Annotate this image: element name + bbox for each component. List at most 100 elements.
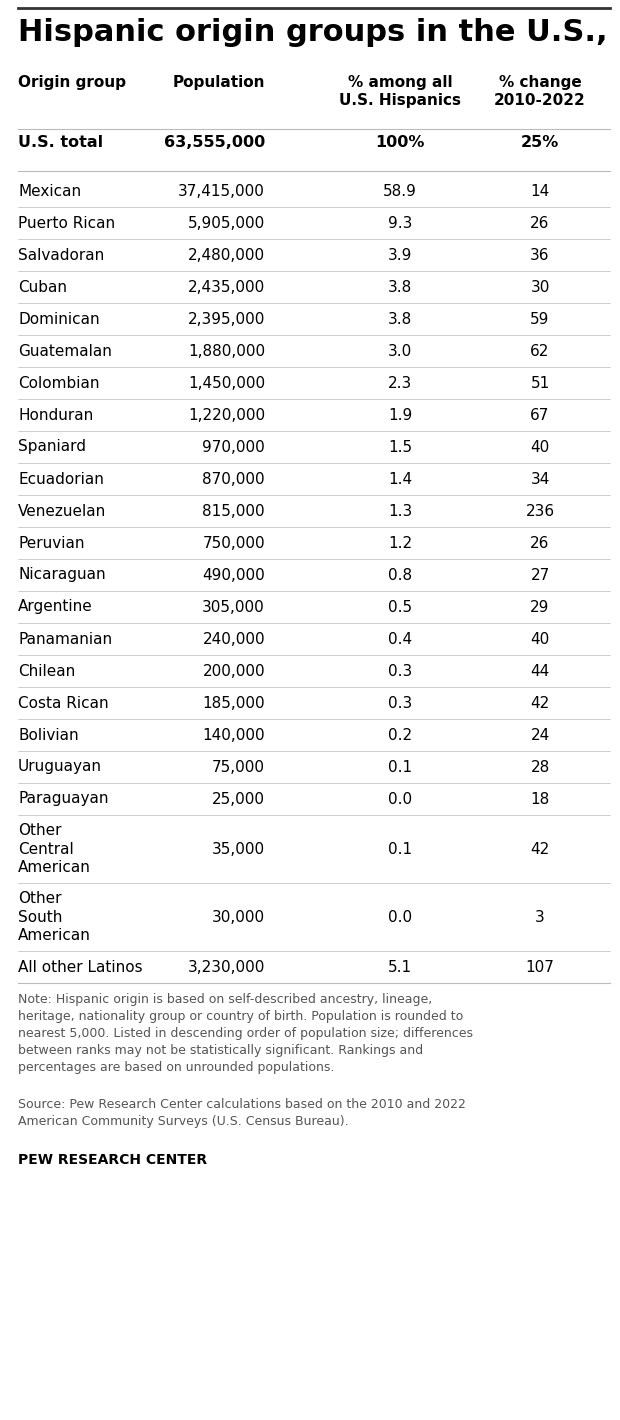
Text: Paraguayan: Paraguayan [18,791,108,807]
Text: 1.3: 1.3 [388,504,412,518]
Text: Peruvian: Peruvian [18,535,84,551]
Text: 1.9: 1.9 [388,408,412,423]
Text: 28: 28 [530,760,549,774]
Text: 0.4: 0.4 [388,632,412,646]
Text: 107: 107 [526,960,554,974]
Text: 58.9: 58.9 [383,183,417,199]
Text: Uruguayan: Uruguayan [18,760,102,774]
Text: 970,000: 970,000 [202,440,265,454]
Text: Honduran: Honduran [18,408,93,423]
Text: 3.8: 3.8 [388,311,412,327]
Text: 42: 42 [530,842,549,856]
Text: 305,000: 305,000 [202,599,265,615]
Text: 30: 30 [530,280,550,294]
Text: 59: 59 [530,311,550,327]
Text: Argentine: Argentine [18,599,93,615]
Text: Population: Population [172,75,265,89]
Text: Mexican: Mexican [18,183,81,199]
Text: Panamanian: Panamanian [18,632,112,646]
Text: 35,000: 35,000 [212,842,265,856]
Text: 24: 24 [530,727,549,743]
Text: Bolivian: Bolivian [18,727,79,743]
Text: 44: 44 [530,663,549,679]
Text: 185,000: 185,000 [202,696,265,710]
Text: 3,230,000: 3,230,000 [188,960,265,974]
Text: 0.1: 0.1 [388,842,412,856]
Text: 1.4: 1.4 [388,471,412,487]
Text: Other
South
American: Other South American [18,890,91,943]
Text: 0.1: 0.1 [388,760,412,774]
Text: Cuban: Cuban [18,280,67,294]
Text: All other Latinos: All other Latinos [18,960,143,974]
Text: 240,000: 240,000 [202,632,265,646]
Text: 0.5: 0.5 [388,599,412,615]
Text: 34: 34 [530,471,550,487]
Text: 3.8: 3.8 [388,280,412,294]
Text: Guatemalan: Guatemalan [18,344,112,358]
Text: 0.8: 0.8 [388,568,412,582]
Text: Nicaraguan: Nicaraguan [18,568,105,582]
Text: 67: 67 [530,408,550,423]
Text: Ecuadorian: Ecuadorian [18,471,104,487]
Text: 140,000: 140,000 [202,727,265,743]
Text: 0.0: 0.0 [388,909,412,924]
Text: 0.0: 0.0 [388,791,412,807]
Text: 25%: 25% [521,135,559,151]
Text: 1,880,000: 1,880,000 [188,344,265,358]
Text: 1,220,000: 1,220,000 [188,408,265,423]
Text: 0.3: 0.3 [388,696,412,710]
Text: Salvadoran: Salvadoran [18,247,104,263]
Text: U.S. total: U.S. total [18,135,103,151]
Text: 870,000: 870,000 [202,471,265,487]
Text: 42: 42 [530,696,549,710]
Text: 9.3: 9.3 [388,216,412,230]
Text: 27: 27 [530,568,549,582]
Text: 51: 51 [530,375,549,390]
Text: 40: 40 [530,440,549,454]
Text: 18: 18 [530,791,549,807]
Text: Costa Rican: Costa Rican [18,696,108,710]
Text: 26: 26 [530,216,550,230]
Text: 62: 62 [530,344,550,358]
Text: 63,555,000: 63,555,000 [164,135,265,151]
Text: Origin group: Origin group [18,75,126,89]
Text: Colombian: Colombian [18,375,99,390]
Text: Hispanic origin groups in the U.S., 2022: Hispanic origin groups in the U.S., 2022 [18,18,620,47]
Text: 815,000: 815,000 [202,504,265,518]
Text: Note: Hispanic origin is based on self-described ancestry, lineage,
heritage, na: Note: Hispanic origin is based on self-d… [18,993,473,1074]
Text: % among all
U.S. Hispanics: % among all U.S. Hispanics [339,75,461,108]
Text: 75,000: 75,000 [212,760,265,774]
Text: 25,000: 25,000 [212,791,265,807]
Text: 2,435,000: 2,435,000 [188,280,265,294]
Text: Dominican: Dominican [18,311,100,327]
Text: 2.3: 2.3 [388,375,412,390]
Text: 36: 36 [530,247,550,263]
Text: 26: 26 [530,535,550,551]
Text: 3.0: 3.0 [388,344,412,358]
Text: 40: 40 [530,632,549,646]
Text: Puerto Rican: Puerto Rican [18,216,115,230]
Text: 1.2: 1.2 [388,535,412,551]
Text: 100%: 100% [375,135,425,151]
Text: 750,000: 750,000 [202,535,265,551]
Text: 1,450,000: 1,450,000 [188,375,265,390]
Text: 0.3: 0.3 [388,663,412,679]
Text: Chilean: Chilean [18,663,75,679]
Text: 29: 29 [530,599,550,615]
Text: 5,905,000: 5,905,000 [188,216,265,230]
Text: Source: Pew Research Center calculations based on the 2010 and 2022
American Com: Source: Pew Research Center calculations… [18,1098,466,1127]
Text: 2,395,000: 2,395,000 [188,311,265,327]
Text: Other
Central
American: Other Central American [18,824,91,875]
Text: 0.2: 0.2 [388,727,412,743]
Text: % change
2010-2022: % change 2010-2022 [494,75,586,108]
Text: 1.5: 1.5 [388,440,412,454]
Text: 490,000: 490,000 [202,568,265,582]
Text: 37,415,000: 37,415,000 [178,183,265,199]
Text: Spaniard: Spaniard [18,440,86,454]
Text: 30,000: 30,000 [212,909,265,924]
Text: 200,000: 200,000 [202,663,265,679]
Text: Venezuelan: Venezuelan [18,504,106,518]
Text: 3.9: 3.9 [388,247,412,263]
Text: 5.1: 5.1 [388,960,412,974]
Text: PEW RESEARCH CENTER: PEW RESEARCH CENTER [18,1153,207,1167]
